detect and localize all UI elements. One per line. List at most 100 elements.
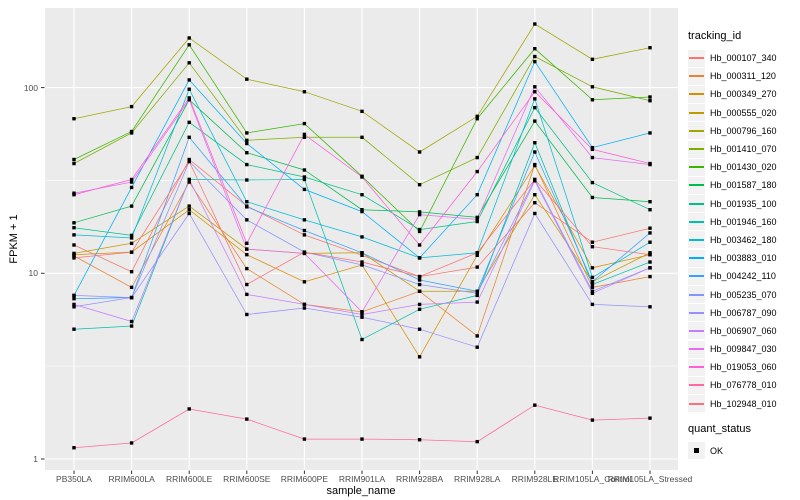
data-point: [360, 251, 364, 255]
data-point: [590, 240, 595, 244]
data-point: [533, 403, 537, 407]
data-point: [417, 289, 422, 293]
legend-item-ok: OK: [688, 442, 800, 460]
data-point: [302, 135, 307, 139]
data-point: [129, 285, 134, 290]
line-swatch-icon: [689, 184, 704, 187]
data-point: [302, 168, 307, 172]
legend-item-Hb_001946_160: Hb_001946_160: [688, 213, 800, 231]
y-tick-label-1: 1: [33, 454, 38, 464]
line-swatch-icon: [689, 111, 704, 114]
line-swatch-icon: [689, 366, 704, 369]
data-point: [187, 407, 191, 411]
data-point: [475, 345, 479, 349]
legend-item-label: Hb_001946_160: [710, 216, 777, 227]
legend-key: [688, 231, 705, 249]
x-tick-label-RRIM105LA_Stressed: RRIM105LA_Stressed: [607, 474, 693, 484]
data-point: [417, 282, 422, 287]
data-point: [302, 228, 307, 233]
legend-item-label: Hb_004242_110: [710, 271, 776, 282]
legend-key: [688, 304, 705, 322]
data-point: [72, 117, 76, 121]
data-point: [533, 200, 537, 205]
legend-item-Hb_000311_120: Hb_000311_120: [688, 67, 800, 85]
data-point: [648, 226, 652, 230]
data-point: [648, 161, 652, 166]
legend: tracking_id Hb_000107_340 Hb_000311_120 Hb…: [688, 30, 800, 460]
data-point: [72, 226, 76, 230]
data-point: [648, 260, 652, 264]
data-point: [245, 252, 249, 257]
legend-key: [688, 249, 705, 267]
data-point: [648, 199, 652, 204]
legend-item-Hb_000555_020: Hb_000555_020: [688, 104, 800, 122]
data-point: [187, 36, 191, 40]
data-point: [360, 263, 364, 267]
data-point: [72, 302, 76, 307]
data-point: [533, 90, 537, 94]
data-point: [533, 97, 537, 101]
x-tick-label-RRIM928LE: RRIM928LE: [511, 474, 558, 484]
data-point: [590, 245, 595, 249]
data-point: [302, 250, 307, 254]
data-point: [533, 22, 537, 26]
legend-key: [688, 213, 705, 231]
data-point: [475, 291, 479, 296]
data-point: [648, 131, 652, 135]
data-point: [533, 46, 537, 51]
data-point: [245, 131, 249, 135]
legend-item-label: Hb_003462_180: [710, 234, 777, 245]
line-swatch-icon: [689, 57, 704, 60]
data-point: [533, 150, 537, 154]
legend-item-label: Hb_000555_020: [710, 107, 777, 118]
data-point: [533, 119, 537, 123]
data-point: [590, 275, 595, 280]
data-point: [360, 253, 364, 258]
data-point: [302, 175, 307, 179]
legend-key: [688, 376, 705, 394]
data-point: [187, 204, 191, 208]
data-point: [245, 292, 249, 297]
data-point: [648, 208, 652, 212]
data-point: [648, 266, 652, 270]
data-point: [360, 310, 364, 314]
data-point: [302, 302, 307, 307]
data-point: [245, 162, 249, 167]
legend-item-Hb_000349_270: Hb_000349_270: [688, 85, 800, 103]
data-point: [360, 312, 364, 317]
data-point: [129, 177, 134, 182]
legend-item-Hb_001587_180: Hb_001587_180: [688, 176, 800, 194]
legend-item-label: OK: [710, 445, 724, 456]
data-point: [72, 293, 76, 298]
data-point: [590, 98, 595, 102]
data-point: [187, 96, 191, 100]
data-point: [187, 120, 191, 125]
legend-key: [688, 442, 705, 460]
legend-key: [688, 195, 705, 213]
line-swatch-icon: [689, 275, 704, 278]
data-point: [417, 307, 422, 311]
data-point: [302, 437, 307, 441]
legend-item-label: Hb_019053_060: [710, 362, 777, 373]
data-point: [475, 251, 479, 255]
data-point: [417, 150, 422, 154]
data-point: [648, 416, 652, 420]
data-point: [129, 270, 134, 274]
data-point: [417, 210, 422, 214]
data-point: [475, 193, 479, 197]
legend-item-Hb_001430_020: Hb_001430_020: [688, 158, 800, 176]
legend-key: [688, 322, 705, 340]
data-point: [72, 233, 76, 237]
line-swatch-icon: [689, 238, 704, 241]
data-point: [187, 208, 191, 212]
data-point: [590, 195, 595, 200]
line-swatch-icon: [689, 311, 704, 314]
data-point: [129, 241, 134, 246]
legend-item-label: Hb_001935_100: [710, 198, 777, 209]
legend-item-Hb_000107_340: Hb_000107_340: [688, 49, 800, 67]
legend-item-Hb_006907_060: Hb_006907_060: [688, 322, 800, 340]
legend-item-label: Hb_005235_070: [710, 289, 777, 300]
legend-item-Hb_003883_010: Hb_003883_010: [688, 249, 800, 267]
data-point: [648, 99, 652, 103]
data-point: [187, 61, 191, 65]
